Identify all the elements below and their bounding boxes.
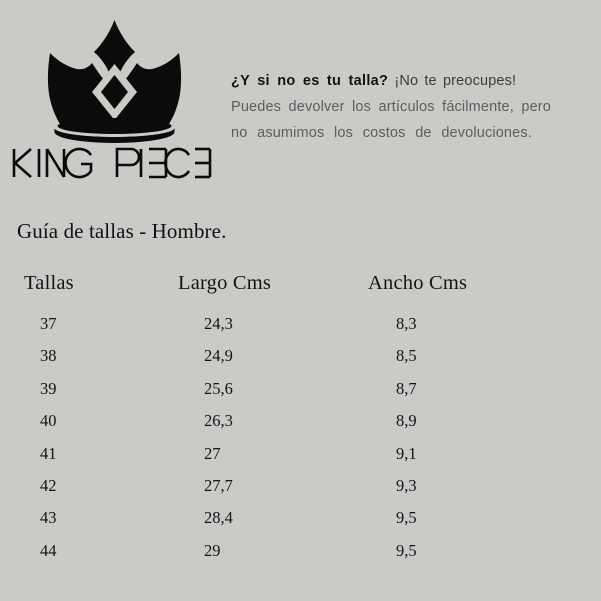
cell-width: 8,9 (396, 411, 417, 431)
table-row: 44 29 9,5 (0, 541, 601, 573)
cell-length: 28,4 (204, 508, 233, 528)
policy-question: ¿Y si no es tu talla? (231, 73, 389, 89)
cell-size: 38 (40, 346, 57, 366)
crown-icon (47, 18, 182, 146)
cell-size: 41 (40, 443, 57, 463)
cell-width: 9,1 (396, 443, 417, 463)
policy-line-3: no asumimos los costos de devoluciones. (231, 125, 532, 141)
policy-line-2: Puedes devolver los artículos fácilmente… (231, 99, 551, 115)
cell-length: 24,9 (204, 346, 233, 366)
guide-title: Guía de tallas - Hombre. (17, 219, 227, 243)
cell-length: 29 (204, 540, 221, 560)
cell-length: 27,7 (204, 475, 233, 495)
cell-width: 9,5 (396, 540, 417, 560)
table-row: 37 24,3 8,3 (0, 314, 601, 346)
table-row: 40 26,3 8,9 (0, 411, 601, 443)
policy-reassurance: ¡No te preocupes! (394, 73, 517, 89)
brand-logo-block (0, 18, 228, 188)
policy-line-1: ¿Y si no es tu talla? ¡No te preocupes! (231, 68, 561, 94)
cell-size: 40 (40, 411, 57, 431)
cell-width: 9,3 (396, 475, 417, 495)
cell-width: 8,7 (396, 378, 417, 398)
cell-length: 27 (204, 443, 221, 463)
table-row: 38 24,9 8,5 (0, 346, 601, 378)
size-table: Tallas Largo Cms Ancho Cms 37 24,3 8,3 38 24… (0, 272, 601, 573)
table-row: 41 27 9,1 (0, 444, 601, 476)
cell-size: 43 (40, 508, 57, 528)
cell-length: 25,6 (204, 378, 233, 398)
cell-size: 44 (40, 540, 57, 560)
table-row: 42 27,7 9,3 (0, 476, 601, 508)
cell-length: 24,3 (204, 314, 233, 333)
cell-size: 42 (40, 475, 57, 495)
table-row: 39 25,6 8,7 (0, 379, 601, 411)
brand-wordmark (0, 146, 228, 188)
return-policy-text: ¿Y si no es tu talla? ¡No te preocupes! … (231, 68, 561, 146)
table-row: 43 28,4 9,5 (0, 508, 601, 540)
cell-size: 39 (40, 378, 57, 398)
cell-length: 26,3 (204, 411, 233, 431)
table-header-row: Tallas Largo Cms Ancho Cms (0, 272, 601, 314)
cell-size: 37 (40, 314, 57, 333)
cell-width: 8,5 (396, 346, 417, 366)
column-header-width: Ancho Cms (368, 272, 468, 294)
cell-width: 8,3 (396, 314, 417, 333)
column-header-sizes: Tallas (24, 272, 74, 294)
table-body: 37 24,3 8,3 38 24,9 8,5 39 25,6 8,7 40 26,3 8,9 41 27… (0, 314, 601, 573)
column-header-length: Largo Cms (178, 272, 272, 294)
cell-width: 9,5 (396, 508, 417, 528)
